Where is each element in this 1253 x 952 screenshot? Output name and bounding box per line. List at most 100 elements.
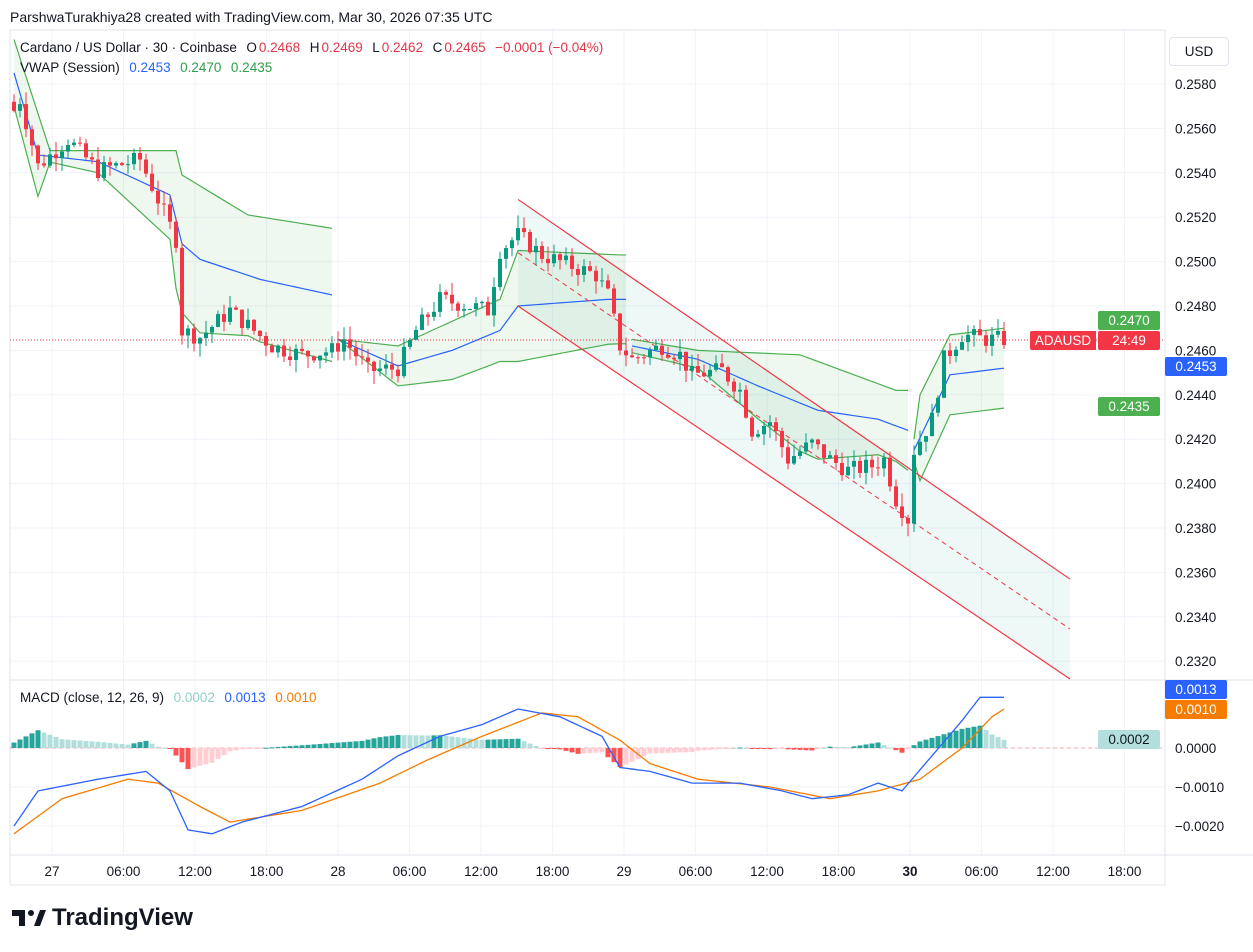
candle-body <box>156 190 160 204</box>
signal-tag: 0.0010 <box>1165 700 1227 719</box>
macd-histogram-bar <box>791 748 797 750</box>
candle-body <box>750 417 754 437</box>
candle-body <box>132 152 136 165</box>
candle-body <box>870 459 874 468</box>
macd-value: 0.0013 <box>224 690 266 705</box>
macd-histogram-bar <box>911 745 917 748</box>
candle-body <box>498 258 502 288</box>
macd-histogram-bar <box>593 748 599 753</box>
macd-histogram-bar <box>437 735 443 748</box>
candle-body <box>126 164 130 166</box>
macd-histogram-bar <box>503 739 509 748</box>
macd-histogram-bar <box>353 741 359 748</box>
candle-body <box>438 292 442 312</box>
candle-body <box>564 255 568 261</box>
candle-body <box>948 350 952 356</box>
candle-body <box>576 268 580 275</box>
candle-body <box>414 329 418 340</box>
macd-histogram-bar <box>797 748 803 750</box>
candle-body <box>408 339 412 347</box>
candle-body <box>198 338 202 344</box>
macd-tick-label: 0.0000 <box>1175 741 1216 756</box>
time-tick-label: 28 <box>330 864 345 879</box>
macd-histogram-bar <box>803 748 809 751</box>
candle-body <box>780 430 784 448</box>
currency-button[interactable]: USD <box>1169 37 1229 66</box>
price-tick-label: 0.2380 <box>1175 521 1216 536</box>
macd-histogram-bar <box>35 730 41 748</box>
macd-histogram-bar <box>629 748 635 762</box>
candle-body <box>846 466 850 476</box>
candle-body <box>960 342 964 350</box>
macd-histogram-bar <box>569 748 575 753</box>
candle-body <box>354 347 358 357</box>
candle-body <box>426 314 430 317</box>
macd-histogram-bar <box>59 739 65 748</box>
candle-body <box>606 280 610 289</box>
candle-body <box>486 301 490 316</box>
macd-histogram-bar <box>545 748 551 749</box>
candle-body <box>666 354 670 358</box>
macd-signal-value: 0.0010 <box>275 690 317 705</box>
candle-body <box>18 104 22 111</box>
vwap-bands <box>13 39 1005 483</box>
macd-histogram-bar <box>269 747 275 749</box>
candle-body <box>336 343 340 352</box>
macd-histogram-bar <box>671 748 677 753</box>
macd-histogram-bar <box>479 739 485 748</box>
macd-histogram-bar <box>47 734 53 748</box>
candle-body <box>678 351 682 360</box>
lower-band-tag: 0.2435 <box>1098 397 1160 416</box>
macd-histogram-bar <box>449 736 455 748</box>
time-tick-label: 12:00 <box>178 864 212 879</box>
candle-body <box>276 345 280 353</box>
macd-tick-label: −0.0010 <box>1175 780 1224 795</box>
macd-histogram-bar <box>107 742 113 748</box>
change-value: −0.0001 (−0.04%) <box>495 40 604 55</box>
candle-body <box>840 462 844 476</box>
chart-frame <box>9 29 1166 886</box>
candle-body <box>594 270 598 282</box>
time-tick-label: 06:00 <box>679 864 713 879</box>
macd-histogram-bar <box>809 748 815 751</box>
candle-body <box>66 145 70 152</box>
macd-histogram-bar <box>731 748 737 749</box>
candle-body <box>660 345 664 355</box>
candle-body <box>942 350 946 398</box>
candle-body <box>192 328 196 344</box>
macd-histogram-bar <box>533 745 539 748</box>
price-tick-label: 0.2560 <box>1175 121 1216 136</box>
candle-body <box>654 345 658 351</box>
macd-histogram-bar <box>485 739 491 748</box>
time-tick-label: 06:00 <box>965 864 999 879</box>
macd-histogram-bar <box>281 746 287 748</box>
macd-histogram-bar <box>263 747 269 749</box>
high-label: H <box>309 40 320 55</box>
macd-histogram-bar <box>113 743 119 748</box>
macd-histogram-bar <box>725 748 731 749</box>
macd-histogram-bar <box>89 741 95 748</box>
symbol-title: Cardano / US Dollar · 30 · Coinbase <box>20 40 237 55</box>
macd-histogram-bar <box>857 745 863 748</box>
grid <box>9 29 1253 886</box>
channel-midline <box>517 252 1071 630</box>
candle-body <box>618 313 622 351</box>
macd-histogram-bar <box>143 740 149 748</box>
candle-body <box>816 439 820 445</box>
macd-histogram-bar <box>239 748 245 750</box>
macd-histogram-bar <box>779 748 785 750</box>
vwap-lower-value: 0.2435 <box>230 60 273 75</box>
macd-histogram-bar <box>761 748 767 749</box>
price-tick-label: 0.2580 <box>1175 77 1216 92</box>
price-tick-label: 0.2360 <box>1175 565 1216 580</box>
candle-body <box>246 319 250 329</box>
candle-body <box>768 422 772 426</box>
candle-body <box>966 334 970 343</box>
tradingview-logo[interactable]: TradingView <box>12 904 193 932</box>
candle-body <box>372 361 376 371</box>
candle-body <box>924 436 928 442</box>
macd-histogram-bar <box>71 740 77 748</box>
macd-histogram-bar <box>575 748 581 754</box>
candle-body <box>828 455 832 458</box>
